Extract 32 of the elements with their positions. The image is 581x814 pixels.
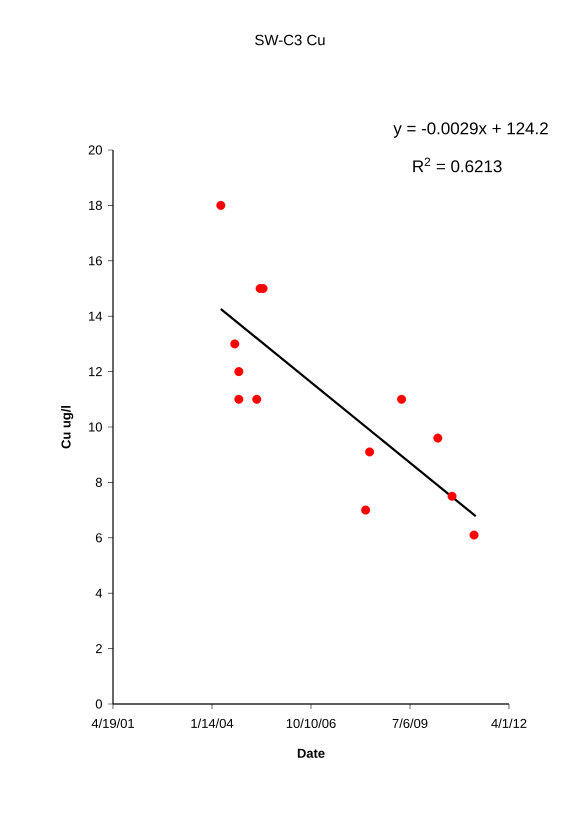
y-tick-label: 18 — [89, 200, 102, 210]
text: y = -0.0029x + 124.2 — [393, 122, 548, 138]
y-tick-label: 0 — [96, 699, 102, 709]
x-axis-title: Date — [298, 748, 325, 758]
point — [216, 200, 226, 210]
y-tick-label: 14 — [89, 312, 102, 321]
point — [448, 492, 457, 501]
y-tick-label: 20 — [88, 145, 102, 155]
point — [365, 447, 374, 456]
y-tick-label: 6 — [96, 533, 102, 542]
point — [361, 506, 370, 515]
annotation: R$^{2}$ = 0.6213 — [413, 158, 502, 172]
y-tick-label: 4 — [96, 588, 102, 598]
y-tick-label: 12 — [89, 367, 102, 376]
x-tick-label: 4/1/12 — [491, 718, 526, 728]
chart-title: SW-C3 Cu — [255, 34, 325, 46]
point — [397, 394, 406, 404]
x-tick-label: 7/6/09 — [392, 718, 428, 728]
y-tick-label: 10 — [89, 422, 102, 432]
point — [252, 394, 262, 404]
point — [234, 367, 244, 376]
point — [234, 394, 244, 404]
point — [433, 434, 442, 443]
x-tick-label: 10/10/06 — [286, 718, 336, 728]
y-tick-label: 16 — [89, 256, 102, 266]
point — [230, 339, 240, 348]
y-tick-label: 8 — [96, 478, 102, 487]
point — [470, 530, 479, 540]
y-axis-title: Cu ug/l — [61, 406, 74, 448]
y-tick-label: 2 — [96, 644, 102, 654]
x-tick-label: 1/14/04 — [191, 718, 234, 728]
x-tick-label: 4/19/01 — [92, 718, 134, 728]
